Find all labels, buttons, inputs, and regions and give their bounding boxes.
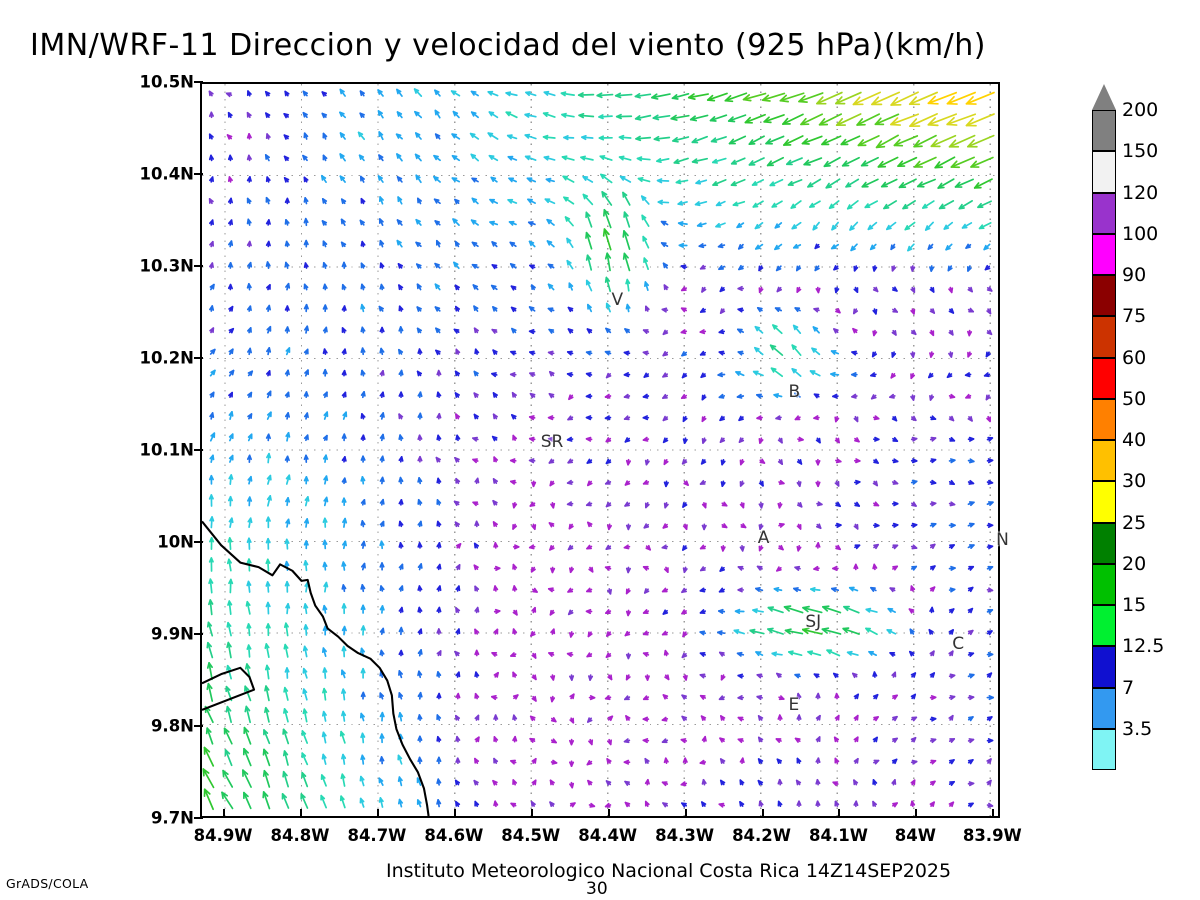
map-label-v: V — [611, 289, 624, 310]
colorbar-label: 150 — [1122, 140, 1159, 163]
colorbar-label: 100 — [1122, 222, 1159, 245]
x-axis-label: 84.2W — [732, 826, 791, 845]
colorbar-band — [1092, 151, 1116, 193]
colorbar-band — [1092, 481, 1116, 523]
x-axis-label: 84W — [894, 826, 936, 845]
y-axis-label: 10.1N — [139, 440, 194, 460]
colorbar-label: 200 — [1122, 99, 1159, 121]
colorbar-bottom-cap — [1092, 770, 1116, 804]
chart-title: IMN/WRF-11 Direccion y velocidad del vie… — [30, 28, 986, 63]
x-axis: 84.9W 84.8W 84.7W 84.6W 84.5W 84.4W 84.3W 84.2W… — [194, 809, 1022, 858]
y-axis-label: 9.8N — [150, 716, 194, 736]
colorbar-band — [1092, 357, 1116, 399]
colorbar-band — [1092, 110, 1116, 152]
colorbar-label: 40 — [1122, 429, 1147, 451]
x-axis-tick — [530, 809, 533, 818]
colorbar-band — [1092, 687, 1116, 729]
x-axis-label: 84.8W — [270, 826, 330, 845]
colorbar-band — [1092, 233, 1116, 275]
y-axis-label: 10N — [157, 532, 194, 552]
footer-institute: Instituto Meteorologico Nacional Costa R… — [386, 860, 952, 882]
x-axis-label: 84.9W — [193, 826, 253, 845]
colorbar: 3.5 7 12.5 15 20 25 30 40 50 60 75 90 100 120 150 200 — [1092, 99, 1164, 770]
x-axis-tick — [300, 809, 302, 818]
colorbar-label: 60 — [1122, 346, 1147, 369]
colorbar-label: 120 — [1122, 181, 1159, 204]
x-axis-tick — [453, 809, 456, 818]
y-axis-label: 9.7N — [150, 808, 194, 828]
y-axis-label: 9.9N — [150, 624, 194, 644]
colorbar-label: 25 — [1122, 511, 1147, 534]
map-label-sj: SJ — [805, 611, 822, 632]
x-axis-label: 84.7W — [347, 826, 407, 845]
colorbar-band — [1092, 398, 1116, 440]
colorbar-band — [1092, 192, 1116, 234]
coastline-secondary — [202, 666, 256, 711]
x-axis-label: 83.9W — [962, 826, 1022, 845]
x-axis-label: 84.4W — [578, 826, 638, 845]
x-axis-tick — [684, 809, 687, 818]
colorbar-label: 90 — [1122, 264, 1147, 286]
colorbar-band — [1092, 316, 1116, 358]
y-axis-tick — [194, 357, 203, 359]
colorbar-label: 50 — [1122, 387, 1147, 410]
y-axis-tick — [194, 541, 203, 543]
colorbar-label: 30 — [1122, 470, 1147, 493]
y-axis-tick — [194, 817, 203, 819]
wind-vector-field — [202, 84, 998, 816]
x-axis-tick — [838, 809, 841, 818]
colorbar-band — [1092, 563, 1116, 605]
colorbar-label: 75 — [1122, 305, 1147, 328]
colorbar-label: 3.5 — [1122, 717, 1153, 740]
y-axis-label: 10.2N — [139, 348, 194, 368]
colorbar-label: 7 — [1122, 676, 1135, 699]
x-axis-label: 84.3W — [655, 826, 715, 845]
x-axis-label: 84.1W — [808, 826, 868, 845]
map-label-sr: SR — [540, 431, 564, 452]
x-axis-tick — [915, 809, 918, 818]
y-axis-tick — [194, 725, 203, 727]
x-axis-label: 84.6W — [424, 826, 484, 845]
x-axis-label: 84.5W — [501, 826, 561, 845]
colorbar-label: 12.5 — [1122, 635, 1165, 658]
footer-credit: GrADS/COLA — [6, 876, 89, 891]
y-axis-label: 10.5N — [139, 72, 194, 92]
x-axis-tick — [223, 809, 226, 818]
x-axis-tick — [761, 809, 764, 818]
colorbar-band — [1092, 522, 1116, 564]
colorbar-band — [1092, 728, 1116, 770]
plot-area — [200, 82, 1000, 818]
footer-level-number: 30 — [586, 879, 608, 899]
colorbar-band — [1092, 275, 1116, 317]
map-label-a: A — [757, 528, 770, 549]
y-axis-tick — [194, 265, 203, 267]
y-axis-tick — [194, 449, 203, 451]
y-axis: 9.7N 9.8N 9.9N 10N 10.1N 10.2N 10.3N 10.4N 10.5N — [110, 73, 194, 828]
map-label-n: N — [996, 530, 1009, 551]
y-axis-label: 10.4N — [139, 164, 194, 184]
colorbar-band — [1092, 646, 1116, 688]
map-label-b: B — [788, 381, 801, 402]
colorbar-label: 20 — [1122, 552, 1147, 575]
colorbar-top-cap — [1092, 84, 1116, 110]
x-axis-tick — [607, 809, 610, 818]
colorbar-label: 15 — [1122, 594, 1147, 616]
y-axis-label: 10.3N — [139, 256, 194, 276]
y-axis-tick — [194, 173, 203, 175]
colorbar-band — [1092, 605, 1116, 647]
colorbar-band — [1092, 440, 1116, 482]
y-axis-tick — [194, 81, 203, 83]
map-label-c: C — [952, 634, 965, 655]
y-axis-tick — [194, 633, 203, 635]
x-axis-tick — [992, 809, 995, 818]
x-axis-tick — [376, 809, 379, 818]
coastline — [202, 520, 430, 816]
map-label-e: E — [788, 694, 800, 715]
